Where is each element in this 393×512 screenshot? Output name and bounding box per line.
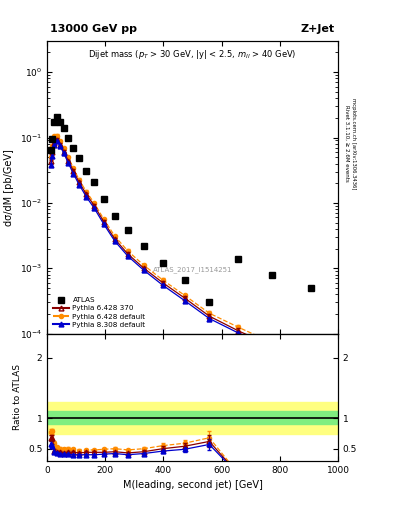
Text: Rivet 3.1.10, ≥ 2.6M events: Rivet 3.1.10, ≥ 2.6M events <box>344 105 349 182</box>
Text: Z+Jet: Z+Jet <box>301 24 335 34</box>
Bar <box>47 411 338 424</box>
Text: mcplots.cern.ch [arXiv:1306.3436]: mcplots.cern.ch [arXiv:1306.3436] <box>351 98 356 189</box>
Text: Dijet mass ($p_T$ > 30 GeV, |y| < 2.5, $m_{ll}$ > 40 GeV): Dijet mass ($p_T$ > 30 GeV, |y| < 2.5, $… <box>88 48 297 61</box>
Legend: ATLAS, Pythia 6.428 370, Pythia 6.428 default, Pythia 8.308 default: ATLAS, Pythia 6.428 370, Pythia 6.428 de… <box>51 295 148 330</box>
X-axis label: M(leading, second jet) [GeV]: M(leading, second jet) [GeV] <box>123 480 263 490</box>
Y-axis label: dσ/dM [pb/GeV]: dσ/dM [pb/GeV] <box>4 149 14 226</box>
Text: ATLAS_2017_I1514251: ATLAS_2017_I1514251 <box>153 266 232 272</box>
Y-axis label: Ratio to ATLAS: Ratio to ATLAS <box>13 364 22 430</box>
Bar <box>47 402 338 434</box>
Text: 13000 GeV pp: 13000 GeV pp <box>50 24 137 34</box>
